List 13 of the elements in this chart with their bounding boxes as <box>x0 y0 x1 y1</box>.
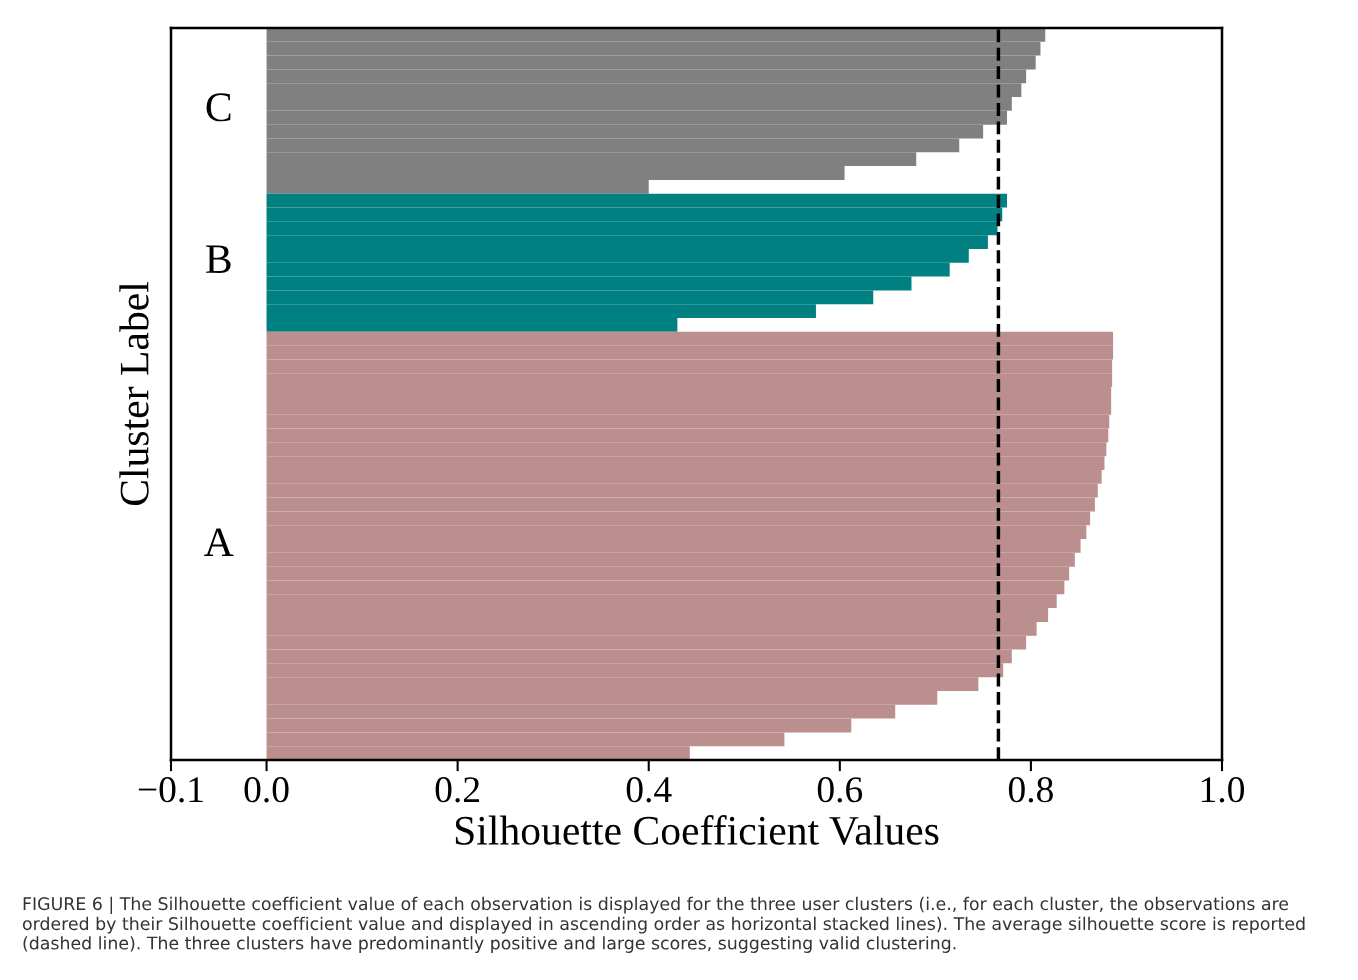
series-label: A <box>204 528 234 556</box>
x-tick-label: 0.6 <box>817 777 863 803</box>
x-tick-label: −0.1 <box>138 777 203 803</box>
x-tick-label: 1.0 <box>1201 777 1245 803</box>
x-tick-label: 0.0 <box>244 777 289 803</box>
x-tick-label: 0.2 <box>435 777 480 803</box>
x-axis-title: Silhouette Coefficient Values <box>455 815 939 846</box>
x-tick-label: 0.4 <box>626 777 672 803</box>
series-label: B <box>206 245 231 273</box>
y-axis-title: Cluster Label <box>119 282 149 506</box>
x-tick-label: 0.8 <box>1008 777 1053 803</box>
caption: FIGURE 6 | The Silhouette coefficient value of each observation is displayed for the three user clusters (i.e., for each cluster, the observations are ordered by their Silhouette coefficient value and displayed in ascending order as horizontal stacked lines). The average silhouette score is reported (dashed line). The three clusters have predominantly positive and large scores, suggesting valid clustering. <box>22 896 1305 953</box>
series-label: C <box>206 93 231 122</box>
